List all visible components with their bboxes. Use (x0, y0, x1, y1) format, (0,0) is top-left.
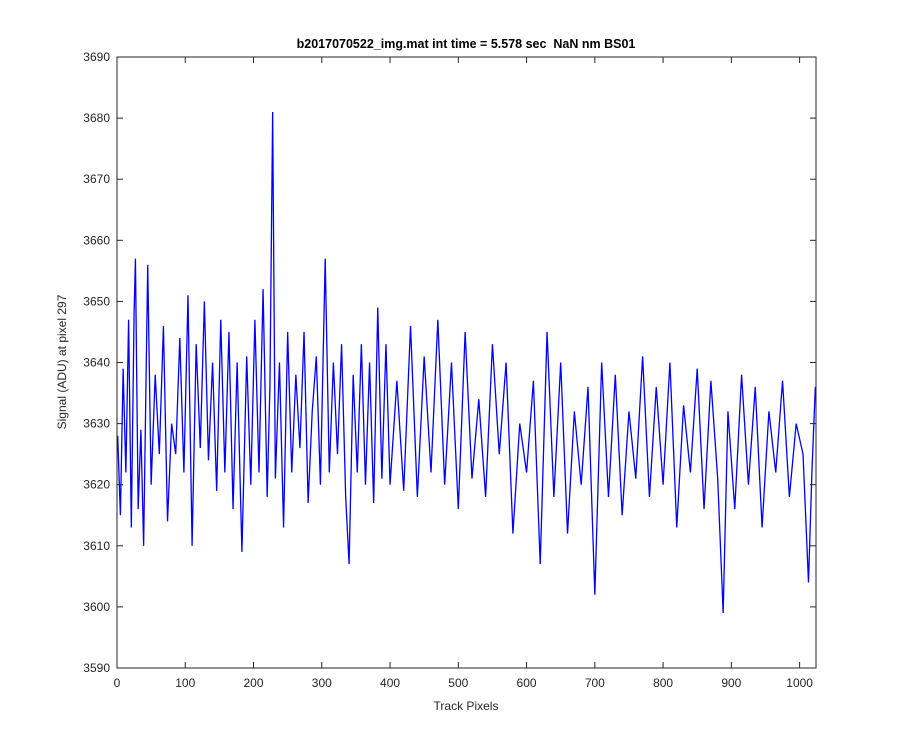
x-tick-label: 500 (448, 676, 468, 690)
y-tick-label: 3660 (83, 233, 110, 247)
y-tick-label: 3650 (83, 294, 110, 308)
y-tick-label: 3670 (83, 172, 110, 186)
y-tick-label: 3590 (83, 661, 110, 675)
y-tick-label: 3680 (83, 111, 110, 125)
y-tick-label: 3690 (83, 50, 110, 64)
data-line (117, 111, 816, 614)
x-tick-label: 400 (380, 676, 400, 690)
x-tick-label: 300 (312, 676, 332, 690)
chart-title: b2017070522_img.mat int time = 5.578 sec… (297, 37, 636, 51)
x-tick-label: 200 (244, 676, 264, 690)
y-tick-label: 3630 (83, 417, 110, 431)
x-tick-label: 600 (517, 676, 537, 690)
y-tick-label: 3640 (83, 356, 110, 370)
x-tick-label: 100 (175, 676, 195, 690)
x-axis-label: Track Pixels (434, 699, 499, 713)
x-tick-label: 0 (114, 676, 121, 690)
x-tick-label: 800 (653, 676, 673, 690)
y-axis-label: Signal (ADU) at pixel 297 (55, 294, 69, 429)
x-tick-label: 900 (721, 676, 741, 690)
y-tick-label: 3600 (83, 600, 110, 614)
x-tick-label: 1000 (786, 676, 813, 690)
y-tick-label: 3620 (83, 478, 110, 492)
x-tick-label: 700 (585, 676, 605, 690)
y-tick-label: 3610 (83, 539, 110, 553)
